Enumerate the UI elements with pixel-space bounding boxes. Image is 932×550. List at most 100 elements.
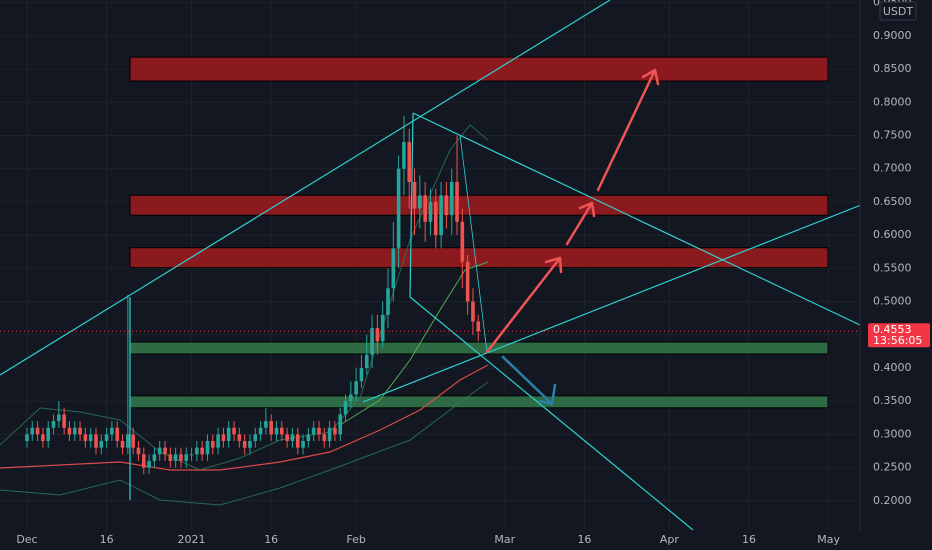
trend-line xyxy=(362,202,867,403)
x-tick-label: Mar xyxy=(494,533,515,546)
candle-body xyxy=(418,195,422,209)
candle-body xyxy=(343,401,348,415)
candle-body xyxy=(295,434,300,448)
candle-body xyxy=(46,427,51,442)
candle-body xyxy=(375,328,380,342)
zone xyxy=(129,194,829,216)
candle-body xyxy=(455,181,459,222)
y-tick-label: 0.4000 xyxy=(873,361,912,374)
candle-body xyxy=(216,434,220,448)
y-tick-label: 0.5000 xyxy=(873,295,912,308)
bollinger-upper xyxy=(0,124,489,471)
x-tick-label: 16 xyxy=(577,533,591,546)
candle-body xyxy=(226,427,231,442)
candle-body xyxy=(51,421,56,428)
candle-body xyxy=(30,427,35,435)
candle-body xyxy=(476,321,481,332)
candle-body xyxy=(465,261,470,302)
candle-body xyxy=(290,434,295,442)
candle-body xyxy=(136,447,141,455)
candle-body xyxy=(110,427,114,435)
candle-body xyxy=(120,441,125,448)
candle-body xyxy=(471,301,475,322)
candle-body xyxy=(280,427,284,435)
countdown: 13:56:05 xyxy=(873,334,922,347)
last-price-label: 0.4553 xyxy=(873,323,912,336)
currency-box xyxy=(879,1,917,21)
x-tick-label: Dec xyxy=(16,533,37,546)
arrow xyxy=(501,355,557,406)
drawings xyxy=(0,0,867,531)
zone xyxy=(129,395,829,409)
candle-body xyxy=(104,434,109,442)
candle-body xyxy=(94,434,98,448)
candle-body xyxy=(354,381,358,395)
y-tick-label: 0.9000 xyxy=(873,29,912,42)
y-tick-label: 0.6000 xyxy=(873,228,912,241)
zone xyxy=(129,341,829,355)
trend-line xyxy=(412,112,861,326)
candle-body xyxy=(168,454,173,461)
x-tick-label: Feb xyxy=(346,533,365,546)
candle-body xyxy=(173,454,178,461)
candle-body xyxy=(232,427,236,435)
trend-line xyxy=(0,0,611,376)
candle-body xyxy=(364,354,369,368)
x-tick-label: May xyxy=(817,533,840,546)
y-tick-label: 0.5500 xyxy=(873,261,912,274)
candle-body xyxy=(41,434,45,442)
candle-body xyxy=(349,394,353,402)
y-tick-label: 0.7500 xyxy=(873,128,912,141)
candle-body xyxy=(78,427,82,435)
candles xyxy=(25,115,481,475)
trend-line xyxy=(459,134,488,353)
candle-body xyxy=(322,434,327,442)
candle-body xyxy=(152,454,157,461)
candle-body xyxy=(163,447,167,455)
candle-body xyxy=(147,460,151,468)
y-tick-label: 0.3500 xyxy=(873,394,912,407)
candle-body xyxy=(242,441,247,448)
candle-body xyxy=(391,248,396,289)
candle-body xyxy=(157,447,162,455)
candle-body xyxy=(126,434,130,448)
candle-body xyxy=(35,427,40,435)
zone xyxy=(129,56,829,82)
candle-body xyxy=(88,434,93,442)
candle-body xyxy=(221,434,226,442)
candle-body xyxy=(439,195,443,236)
candle-body xyxy=(67,427,72,435)
candle-body xyxy=(253,434,258,442)
y-tick-label: 0.7000 xyxy=(873,162,912,175)
candle-body xyxy=(433,201,438,236)
trend-line xyxy=(409,296,694,531)
candle-body xyxy=(338,414,343,435)
candle-body xyxy=(380,314,385,342)
candle-body xyxy=(449,181,454,216)
x-tick-label: Apr xyxy=(660,533,680,546)
moving-average-slow xyxy=(0,364,489,471)
candle-body xyxy=(269,421,273,435)
candle-body xyxy=(396,168,401,249)
candle-body xyxy=(205,441,210,455)
candle-body xyxy=(200,447,204,455)
y-tick-label: 0.2500 xyxy=(873,461,912,474)
arrow xyxy=(485,256,563,354)
candle-body xyxy=(189,454,194,456)
candle-body xyxy=(195,447,199,455)
candle-body xyxy=(407,142,412,182)
candle-body xyxy=(72,427,77,435)
candle-body xyxy=(131,434,135,448)
candle-body xyxy=(57,414,61,422)
candle-body xyxy=(444,195,449,216)
candle-body xyxy=(285,434,289,442)
bollinger-lower xyxy=(0,381,489,506)
candle-body xyxy=(327,427,332,442)
currency: USDT xyxy=(883,5,914,18)
candle-body xyxy=(141,454,146,468)
candle-body xyxy=(264,421,268,428)
x-tick-label: 16 xyxy=(742,533,756,546)
candle-body xyxy=(274,427,279,435)
candle-body xyxy=(402,142,406,169)
